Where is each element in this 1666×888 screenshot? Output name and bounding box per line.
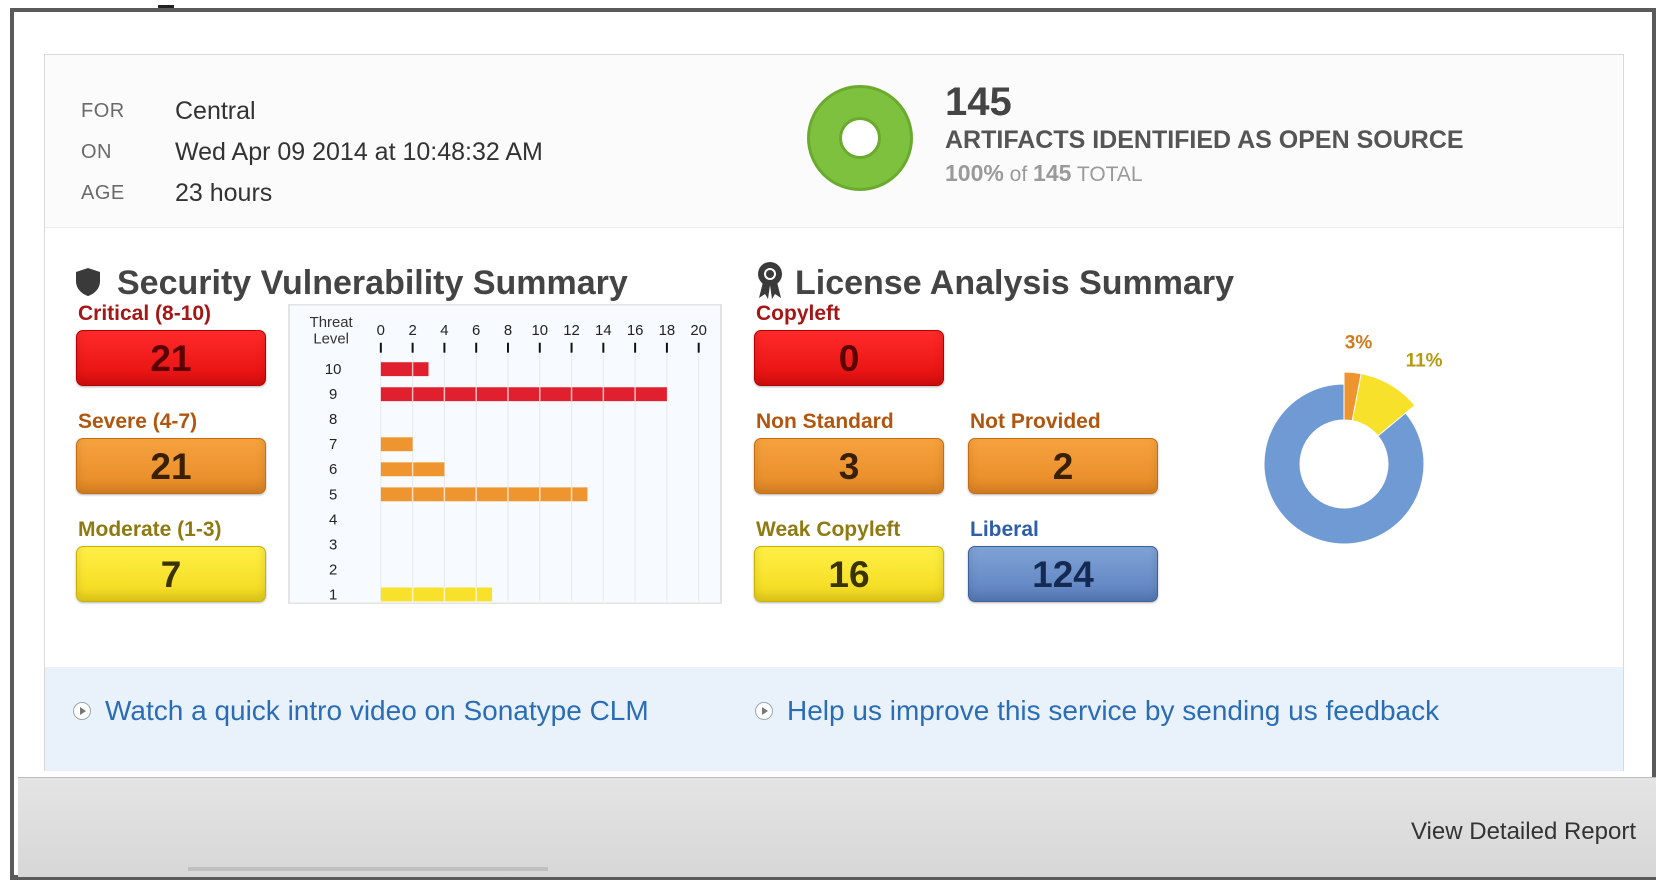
y-tick-label: 9 [329, 387, 337, 403]
meta-value: 23 hours [175, 179, 273, 207]
artifact-total-count: 145 [1033, 160, 1072, 186]
x-tick-label: 16 [627, 323, 644, 339]
x-tick-label: 6 [472, 323, 480, 339]
liberal-count-badge[interactable]: 124 [968, 546, 1158, 602]
critical-label: Critical (8-10) [78, 302, 212, 325]
x-tick-label: 12 [563, 323, 580, 339]
meta-row-age: AGE 23 hours [81, 173, 543, 214]
bar [380, 387, 667, 402]
artifact-label: ARTIFACTS IDENTIFIED AS OPEN SOURCE [945, 126, 1464, 154]
moderate-count-badge[interactable]: 7 [76, 546, 266, 602]
donut-slice [1263, 383, 1425, 545]
meta-row-on: ON Wed Apr 09 2014 at 10:48:32 AM [81, 132, 543, 173]
x-tick-label: 20 [690, 323, 707, 339]
bar [380, 487, 588, 502]
bar [380, 362, 429, 377]
x-tick-label: 4 [440, 323, 448, 339]
y-tick-label: 2 [329, 562, 337, 578]
view-detailed-report-link[interactable]: View Detailed Report [1410, 818, 1636, 845]
y-tick-label: 8 [329, 412, 337, 428]
artifact-total: 100% of 145 TOTAL [945, 155, 1464, 193]
feedback-link[interactable]: Help us improve this service by sending … [755, 695, 1439, 727]
artifact-total-word: TOTAL [1076, 163, 1143, 186]
weak-copyleft-label: Weak Copyleft [756, 518, 901, 541]
x-tick-label: 10 [531, 323, 548, 339]
donut-slice [1351, 373, 1416, 437]
weak-copyleft-count-badge[interactable]: 16 [754, 546, 944, 602]
meta-key: FOR [81, 100, 125, 122]
open-source-ring [807, 85, 913, 191]
not-provided-label: Not Provided [970, 410, 1101, 433]
non-standard-label: Non Standard [756, 410, 894, 433]
y-axis-title: Level [313, 332, 349, 348]
critical-count-badge[interactable]: 21 [76, 330, 266, 386]
intro-video-link[interactable]: Watch a quick intro video on Sonatype CL… [73, 695, 649, 727]
x-tick-label: 14 [595, 323, 612, 339]
license-title: License Analysis Summary [795, 264, 1235, 302]
y-tick-label: 1 [329, 587, 337, 603]
intro-video-text: Watch a quick intro video on Sonatype CL… [105, 695, 649, 726]
report-meta: FOR Central ON Wed Apr 09 2014 at 10:48:… [81, 91, 543, 214]
window-top-mark [158, 5, 174, 8]
y-axis-title: Threat [310, 315, 354, 331]
bar [380, 437, 413, 452]
faded-background-text [188, 867, 548, 871]
play-bullet-icon [73, 702, 91, 720]
meta-value: Central [175, 97, 256, 125]
x-tick-label: 18 [659, 323, 676, 339]
meta-value: Wed Apr 09 2014 at 10:48:32 AM [175, 138, 543, 166]
y-tick-label: 7 [329, 437, 337, 453]
play-bullet-icon [755, 702, 773, 720]
shield-icon [76, 268, 100, 296]
x-tick-label: 8 [504, 323, 512, 339]
artifact-summary: 145 ARTIFACTS IDENTIFIED AS OPEN SOURCE … [945, 79, 1464, 193]
copyleft-count-badge[interactable]: 0 [754, 330, 944, 386]
y-tick-label: 10 [325, 362, 342, 378]
x-tick-label: 0 [377, 323, 385, 339]
severe-label: Severe (4-7) [78, 410, 198, 433]
artifact-count: 145 [945, 80, 1012, 124]
help-strip: Watch a quick intro video on Sonatype CL… [45, 667, 1623, 771]
non-standard-count-badge[interactable]: 3 [754, 438, 944, 494]
x-tick-label: 2 [408, 323, 416, 339]
donut-slice-label: 11% [1406, 350, 1443, 371]
y-tick-label: 3 [329, 537, 337, 553]
artifact-of: of [1009, 163, 1028, 186]
bottom-toolbar: View Detailed Report [18, 777, 1656, 877]
award-ribbon-icon [758, 262, 782, 299]
meta-key: AGE [81, 182, 125, 204]
license-donut-chart: 3% 11% [1263, 332, 1443, 545]
y-tick-label: 6 [329, 462, 337, 478]
artifact-percent: 100% [945, 160, 1004, 186]
report-window: FOR Central ON Wed Apr 09 2014 at 10:48:… [10, 8, 1656, 880]
moderate-label: Moderate (1-3) [78, 518, 222, 541]
copyleft-label: Copyleft [756, 302, 840, 325]
meta-key: ON [81, 141, 112, 163]
security-title: Security Vulnerability Summary [117, 264, 628, 302]
y-tick-label: 5 [329, 487, 337, 503]
bar [380, 587, 493, 602]
meta-row-for: FOR Central [81, 91, 543, 132]
chart-background [289, 305, 721, 603]
liberal-label: Liberal [970, 518, 1039, 541]
severe-count-badge[interactable]: 21 [76, 438, 266, 494]
feedback-text: Help us improve this service by sending … [787, 695, 1440, 726]
y-tick-label: 4 [329, 512, 337, 528]
not-provided-count-badge[interactable]: 2 [968, 438, 1158, 494]
donut-slice-label: 3% [1345, 332, 1373, 353]
